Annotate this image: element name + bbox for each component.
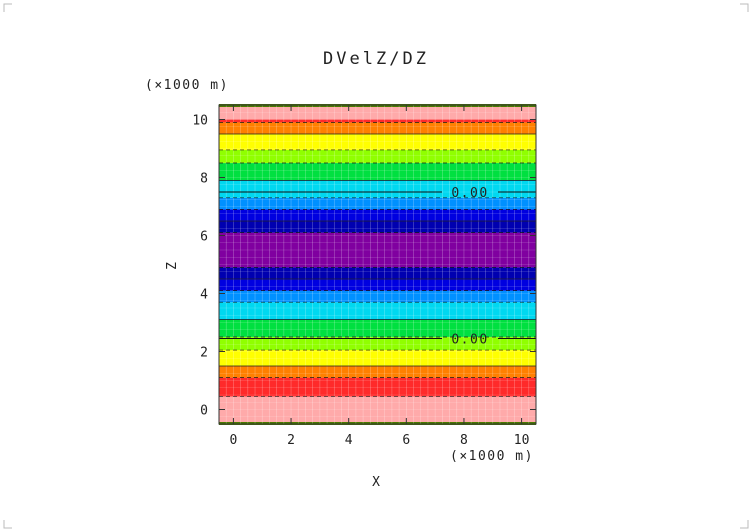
color-band-17 <box>219 134 536 150</box>
color-band-3 <box>219 350 536 366</box>
plot-frame <box>218 104 537 425</box>
y-tick-label: 4 <box>200 288 208 303</box>
contour-label-1: 0.00 <box>451 186 488 201</box>
color-band-18 <box>219 122 536 134</box>
y-tick-label: 6 <box>200 230 208 245</box>
x-tick-label: 8 <box>460 433 468 448</box>
corner-mark-bottom-left <box>3 520 12 529</box>
color-band-8 <box>219 279 536 291</box>
color-band-1 <box>219 377 536 397</box>
x-axis-unit: (×1000 m) <box>450 449 534 464</box>
color-band-10 <box>219 232 536 268</box>
color-band-2 <box>219 366 536 378</box>
color-band-14 <box>219 180 536 198</box>
corner-mark-top-right <box>740 3 749 12</box>
color-band-15 <box>219 163 536 181</box>
x-axis-label: X <box>372 475 380 490</box>
color-band-4 <box>219 337 536 351</box>
y-tick-label: 2 <box>200 346 208 361</box>
y-tick-label: 8 <box>200 172 208 187</box>
color-band-7 <box>219 290 536 303</box>
color-band-9 <box>219 267 536 279</box>
y-axis-unit: (×1000 m) <box>145 78 229 93</box>
x-ticks: 0 2 4 6 8 10 <box>229 105 529 448</box>
plot-contours: 0.00 0.00 <box>219 122 536 397</box>
color-band-16 <box>219 149 536 163</box>
plot-bands <box>219 104 536 425</box>
plot-grid <box>219 105 536 424</box>
y-tick-label: 10 <box>192 114 208 129</box>
color-band-11 <box>219 221 536 233</box>
x-tick-label: 2 <box>287 433 295 448</box>
y-tick-label: 0 <box>200 404 208 419</box>
corner-marks <box>3 3 749 529</box>
color-band-5 <box>219 319 536 337</box>
color-band-6 <box>219 302 536 320</box>
corner-mark-top-left <box>3 3 12 12</box>
contour-label-0: 0.00 <box>451 332 488 347</box>
color-band-12 <box>219 209 536 221</box>
y-axis-label: Z <box>165 262 180 270</box>
color-band-0 <box>219 396 536 424</box>
x-tick-label: 10 <box>514 433 530 448</box>
x-tick-label: 0 <box>229 433 237 448</box>
chart-title: DVelZ/DZ <box>323 49 429 69</box>
x-tick-label: 4 <box>345 433 353 448</box>
corner-mark-bottom-right <box>740 520 749 529</box>
color-band-top <box>219 105 536 120</box>
y-ticks: 0 2 4 6 8 10 <box>192 114 536 419</box>
color-band-13 <box>219 197 536 210</box>
x-tick-label: 6 <box>402 433 410 448</box>
